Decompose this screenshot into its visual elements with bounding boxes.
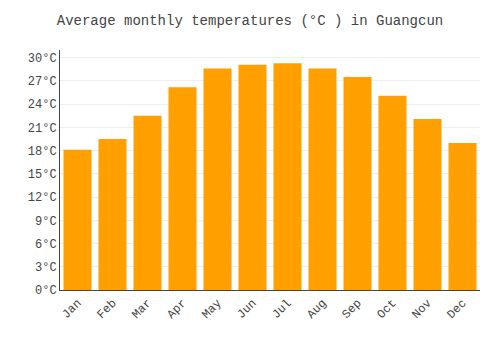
svg-text:18°C: 18°C <box>28 145 57 159</box>
svg-text:Oct: Oct <box>374 297 399 322</box>
svg-text:Sep: Sep <box>339 297 364 322</box>
svg-text:Jun: Jun <box>234 297 259 322</box>
svg-text:Aug: Aug <box>304 297 329 322</box>
svg-text:Feb: Feb <box>94 297 119 322</box>
svg-text:Jul: Jul <box>269 297 294 322</box>
svg-text:15°C: 15°C <box>28 168 57 182</box>
svg-text:27°C: 27°C <box>28 75 57 89</box>
svg-text:9°C: 9°C <box>35 215 57 229</box>
svg-text:Average monthly temperatures (: Average monthly temperatures (°C ) in Gu… <box>57 13 443 29</box>
svg-text:Mar: Mar <box>129 297 154 322</box>
svg-text:6°C: 6°C <box>35 238 57 252</box>
svg-text:Dec: Dec <box>444 297 469 322</box>
svg-text:24°C: 24°C <box>28 98 57 112</box>
svg-text:12°C: 12°C <box>28 191 57 205</box>
svg-text:30°C: 30°C <box>28 52 57 66</box>
svg-text:Apr: Apr <box>164 297 189 322</box>
svg-text:0°C: 0°C <box>35 284 57 298</box>
svg-text:21°C: 21°C <box>28 122 57 136</box>
svg-text:3°C: 3°C <box>35 261 57 275</box>
svg-text:Nov: Nov <box>409 297 434 322</box>
svg-text:Jan: Jan <box>59 297 84 322</box>
svg-text:May: May <box>199 297 224 322</box>
